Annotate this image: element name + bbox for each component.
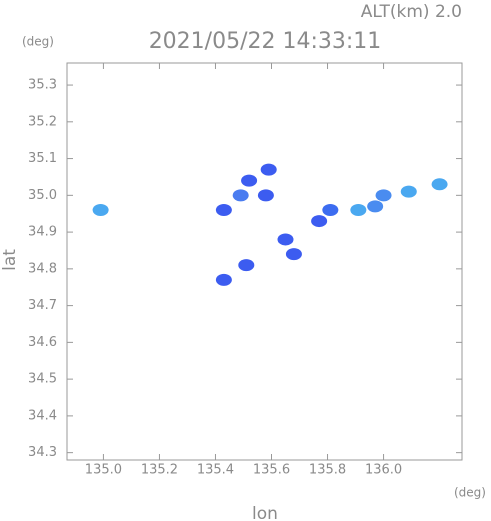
y-tick-label: 34.4 [28, 408, 57, 423]
x-tick-label: 135.0 [85, 463, 122, 478]
radar-echo [431, 178, 448, 191]
y-tick-label: 34.9 [28, 225, 57, 240]
radar-echo [277, 233, 294, 246]
y-axis-label: lat [0, 249, 20, 271]
x-tick-label: 135.6 [253, 463, 290, 478]
y-tick-label: 34.7 [28, 298, 57, 313]
radar-echo [260, 163, 277, 176]
y-tick-label: 35.1 [28, 151, 57, 166]
x-unit: (deg) [454, 486, 486, 500]
y-tick-label: 34.3 [28, 445, 57, 460]
radar-echo [311, 215, 328, 228]
x-tick-label: 135.2 [141, 463, 178, 478]
radar-echo [257, 189, 274, 202]
x-tick-label: 135.4 [197, 463, 234, 478]
radar-echo [215, 273, 232, 286]
radar-echo [322, 204, 339, 217]
y-tick-label: 35.2 [28, 114, 57, 129]
plot-frame [66, 62, 463, 461]
radar-echo [238, 259, 255, 272]
radar-echo [367, 200, 384, 213]
y-tick-label: 34.6 [28, 335, 57, 350]
y-unit: (deg) [22, 35, 54, 49]
y-tick-label: 34.8 [28, 261, 57, 276]
radar-echo [375, 189, 392, 202]
chart-title: 2021/05/22 14:33:11 [149, 29, 382, 54]
x-tick-label: 135.8 [309, 463, 346, 478]
radar-echo [92, 204, 109, 217]
radar-echo [215, 204, 232, 217]
y-tick-label: 34.5 [28, 372, 57, 387]
radar-echo [400, 185, 417, 198]
x-axis-label: lon [252, 504, 278, 521]
x-tick-label: 136.0 [365, 463, 402, 478]
y-tick-label: 35.3 [28, 78, 57, 93]
radar-echo [350, 204, 367, 217]
radar-echo [232, 189, 249, 202]
altitude-label: ALT(km) 2.0 [361, 2, 462, 22]
radar-echo [285, 248, 302, 261]
y-tick-label: 35.0 [28, 188, 57, 203]
radar-echo [241, 174, 258, 187]
